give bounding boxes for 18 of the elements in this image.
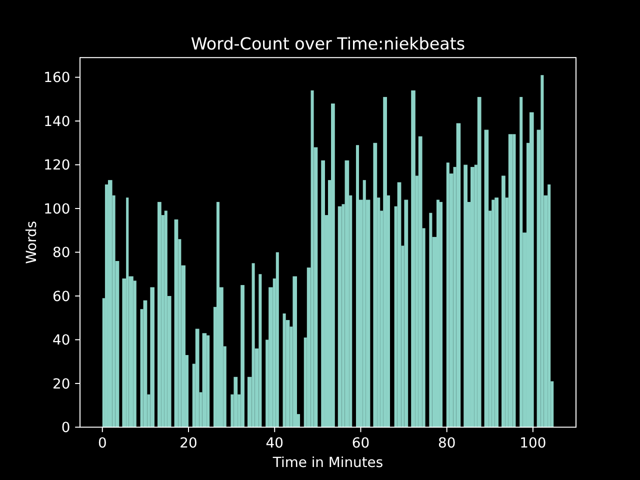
y-axis-title: Words [24,220,40,264]
chart-title: Word-Count over Time:niekbeats [190,33,466,54]
y-tick-label: 60 [52,288,70,305]
x-tick-label: 80 [438,436,456,452]
y-tick-label: 20 [52,376,70,392]
x-tick-label: 20 [180,436,198,452]
x-tick-label: 0 [98,436,107,452]
x-axis-title: Time in Minutes [272,455,384,471]
y-tick-label: 80 [52,245,70,262]
y-tick-label: 140 [44,114,70,130]
x-tick-label: 40 [266,436,284,452]
x-tick-label: 60 [352,436,370,452]
y-tick-label: 100 [44,201,70,218]
y-tick-label: 0 [61,420,70,436]
y-tick-label: 40 [52,332,70,349]
y-tick-label: 160 [44,70,70,86]
x-tick-label: 100 [520,436,546,452]
y-tick-label: 120 [44,158,70,174]
